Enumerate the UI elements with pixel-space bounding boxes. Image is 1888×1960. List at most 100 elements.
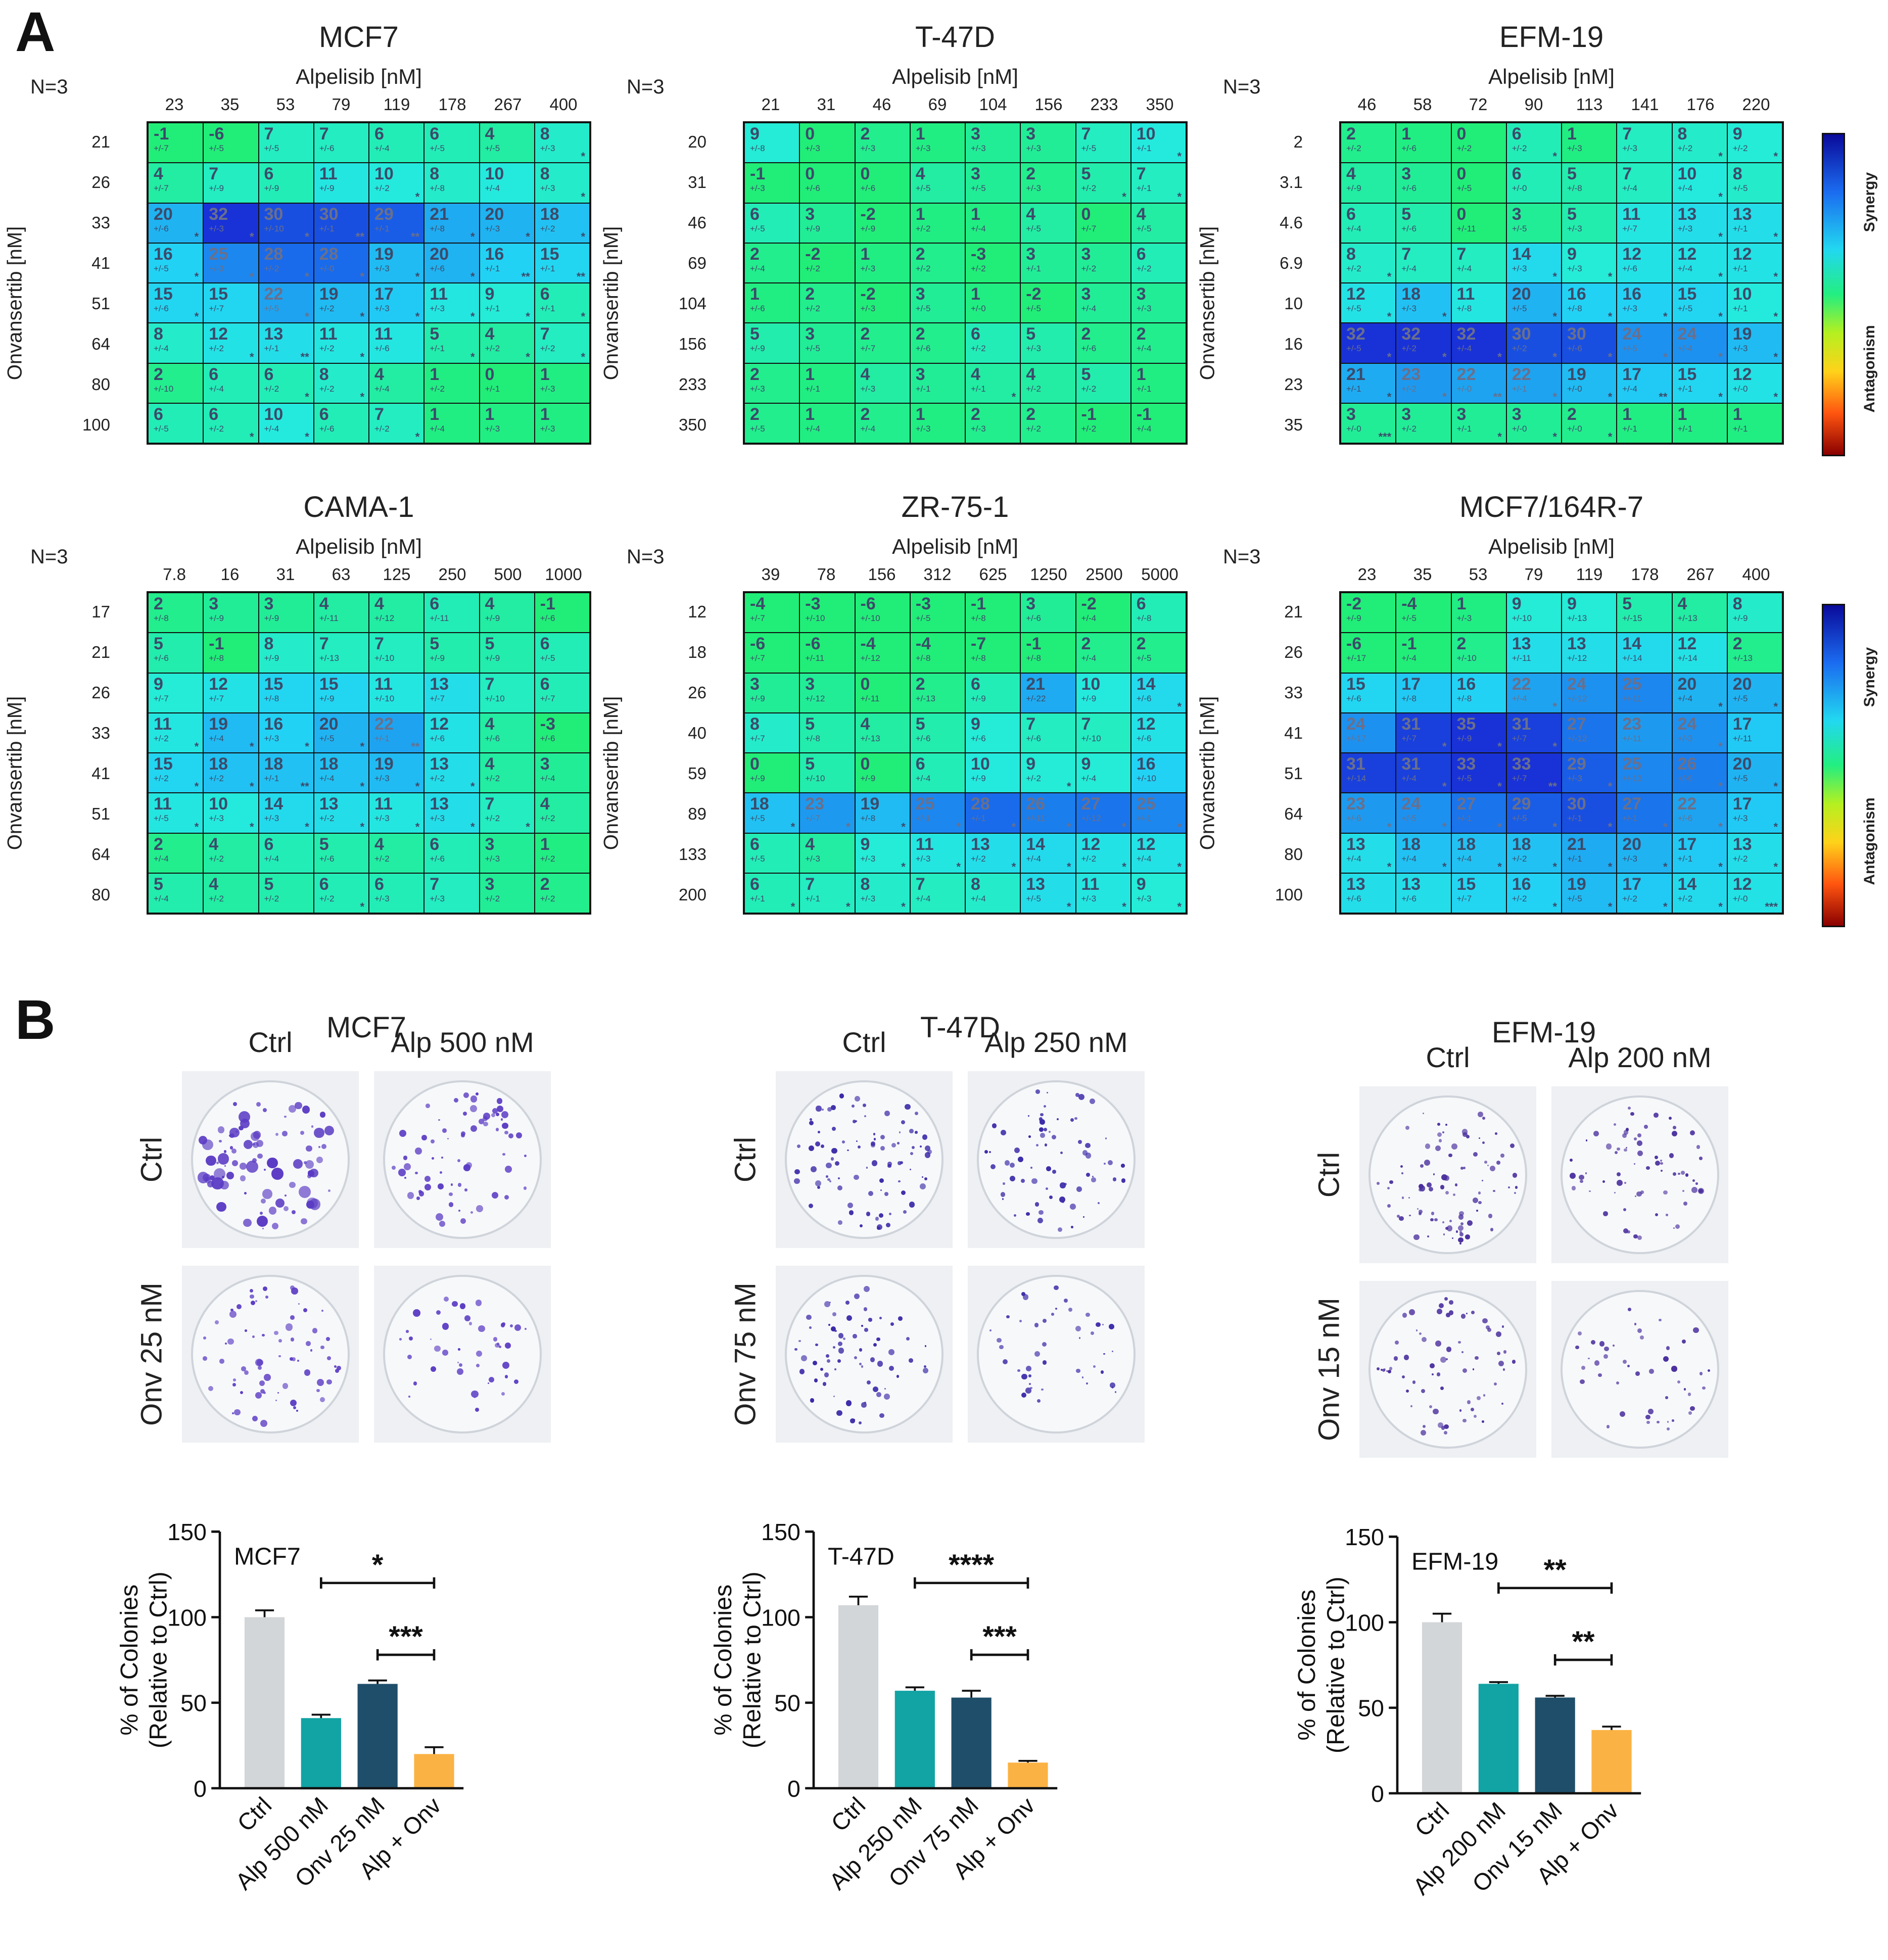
heatmap-cell: 18 +/-3 * [1396, 283, 1451, 323]
cell-value: 27 [1456, 794, 1476, 814]
cell-value: 1 [1732, 404, 1742, 424]
heatmap-cell: 3 +/-9 [799, 203, 855, 243]
cell-error: +/-4 [971, 223, 986, 233]
cell-value: 26 [1026, 794, 1046, 814]
petri-dish [191, 1080, 350, 1239]
cell-value: 24 [1677, 714, 1697, 734]
y-tick-label: 0 [194, 1776, 207, 1802]
cell-error: +/-8 [1136, 613, 1152, 623]
heatmap-cell: 0 +/-11 [855, 673, 910, 713]
cell-significance: * [1773, 820, 1778, 833]
y-tick-label: 59 [688, 764, 706, 783]
heatmap-cell: 4 +/-11 [313, 593, 369, 633]
cell-value: 0 [860, 164, 870, 184]
cell-error: +/-4 [805, 423, 821, 434]
cell-significance: * [1387, 820, 1392, 833]
cell-significance: * [1552, 860, 1557, 873]
cell-error: +/-4 [1456, 263, 1472, 273]
heatmap-cell: 17 +/-8 [1396, 673, 1451, 713]
cell-value: 29 [1512, 794, 1531, 814]
heatmap-cell: 13 +/-3 * [1672, 203, 1727, 243]
cell-value: 18 [1401, 834, 1421, 854]
cell-error: +/-3 [430, 304, 445, 313]
cell-value: -6 [805, 634, 821, 654]
cell-value: 4 [485, 324, 495, 344]
colorbar-top [1822, 133, 1845, 456]
cell-significance: * [249, 820, 254, 833]
cell-significance: * [1497, 740, 1502, 753]
cell-value: 3 [805, 204, 815, 224]
cell-value: 2 [860, 404, 870, 424]
cell-error: +/-2 [1026, 384, 1042, 394]
cell-value: 1 [915, 204, 925, 224]
heatmap-cell: 28 +/-2 * [258, 243, 314, 283]
heatmap-cell: 12 +/-4 * [1672, 243, 1727, 283]
cell-significance: * [790, 900, 795, 913]
heatmap-cell: 19 +/-8 * [855, 793, 910, 833]
heatmap-cell: 0 +/-11 [1451, 203, 1506, 243]
cell-error: +/-5 [264, 144, 279, 153]
heatmap-cell: 7 +/-9 [203, 163, 259, 203]
cell-error: +/-5 [1512, 304, 1527, 313]
cell-error: +/-6 [1401, 144, 1417, 153]
heatmap-cell: 3 +/-4 [534, 753, 590, 793]
heatmap-cell: 6 +/-7 [534, 673, 590, 713]
cell-error: +/-3 [1081, 893, 1097, 903]
cell-value: 24 [1677, 324, 1697, 344]
heatmap-cell: 3 +/-2 [479, 873, 535, 913]
y-tick-label: 46 [688, 213, 706, 232]
heatmap-cell: 4 +/-5 [1020, 203, 1076, 243]
heatmap-cell: 23 +/-6 * [1341, 793, 1396, 833]
cell-value: 3 [1026, 124, 1036, 144]
cell-value: -1 [1026, 634, 1042, 654]
heatmap-cell: 2 +/-13 [910, 673, 965, 713]
heatmap-6: MCF7/164R-7 N=3 Alpelisib [nM] Onvansertib … [1197, 490, 1814, 945]
cell-error: +/-13 [1622, 774, 1642, 783]
cell-value: 6 [915, 754, 925, 774]
heatmap-cell: -1 +/-7 [148, 123, 204, 163]
heatmap-cell: 24 +/-4 * [1672, 323, 1727, 363]
y-tick-label: 100 [1345, 1609, 1384, 1636]
cell-significance: * [249, 270, 254, 283]
x-tick-label: 7.8 [163, 565, 186, 584]
cell-error: +/-2 [1401, 344, 1417, 354]
cell-significance: * [1442, 780, 1447, 793]
heatmap-cell: 6 +/-4 [203, 363, 259, 403]
cell-error: +/-6 [1026, 613, 1042, 623]
cell-error: +/-9 [1081, 693, 1097, 703]
heatmap-cell: 1 +/-3 [534, 403, 590, 443]
cell-significance: * [1608, 390, 1613, 403]
cell-value: 4 [374, 364, 384, 384]
cell-error: +/-10 [374, 653, 395, 663]
cell-error: +/-10 [374, 693, 395, 703]
cell-error: +/-2 [540, 893, 555, 903]
heatmap-cell: 3 +/-5 [799, 323, 855, 363]
heatmap-cell: 11 +/-10 [369, 673, 424, 713]
cell-error: +/-5 [1732, 693, 1748, 703]
cell-error: +/-12 [805, 693, 825, 703]
heatmap-cell: 8 +/-3 * [855, 873, 910, 913]
heatmap-cell: 12 +/-6 [424, 712, 480, 753]
cell-value: 7 [374, 404, 384, 424]
cell-value: 11 [1456, 284, 1475, 304]
cell-significance: * [1122, 900, 1126, 913]
bar [357, 1684, 398, 1789]
heatmap-cell: 3 +/-9 [203, 593, 259, 633]
y-tick-label: 89 [688, 804, 706, 823]
y-tick-label: 51 [91, 804, 110, 823]
heatmap-cell: 5 +/-3 [1020, 323, 1076, 363]
cell-error: +/-5 [1456, 183, 1472, 194]
n-label: N=3 [1223, 76, 1261, 98]
heatmap-cell: 6 +/-6 [424, 833, 480, 873]
cell-value: 0 [1456, 164, 1467, 184]
cell-value: 8 [750, 714, 760, 734]
heatmap-cell: 7 +/-5 [258, 123, 314, 163]
heatmap-title: MCF7/164R-7 [1459, 491, 1644, 523]
heatmap-cell: 7 +/-3 [1617, 123, 1672, 163]
colorbar-bottom-synergy-label: Synergy [1861, 647, 1878, 707]
cell-error: +/-6 [154, 223, 169, 233]
heatmap-cell: 4 +/-2 [369, 833, 424, 873]
heatmap-cell: 2 +/-8 [148, 593, 204, 633]
cell-value: 19 [1732, 324, 1752, 344]
